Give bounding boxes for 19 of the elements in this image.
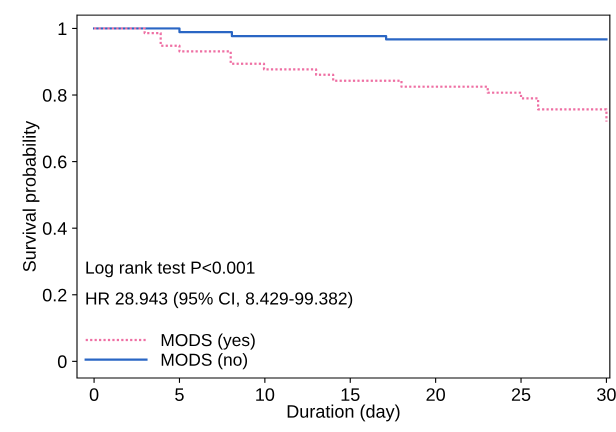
x-tick-label: 20 xyxy=(426,388,445,401)
annotation: Log rank test P<0.001 xyxy=(86,261,254,278)
y-tick-label: 0.4 xyxy=(42,222,67,235)
y-tick-label: 0.8 xyxy=(42,88,66,102)
y-axis-title: Survival probability xyxy=(22,120,40,272)
legend-label: MODS (yes) xyxy=(162,333,255,350)
x-tick-label: 30 xyxy=(597,388,616,401)
y-tick-label: 0 xyxy=(58,355,67,368)
annotation: HR 28.943 (95% CI, 8.429-99.382) xyxy=(86,292,352,308)
x-tick-label: 0 xyxy=(90,388,98,401)
y-tick-label: 0.2 xyxy=(42,288,66,302)
x-axis-title: Duration (day) xyxy=(288,404,400,422)
y-tick-label: 0.6 xyxy=(42,156,66,168)
legend-label: MODS (no) xyxy=(162,353,248,370)
y-tick-label: 1 xyxy=(58,22,66,35)
x-tick-label: 5 xyxy=(175,388,184,401)
x-tick-label: 10 xyxy=(256,388,274,401)
x-tick-label: 25 xyxy=(512,388,530,401)
x-tick-label: 15 xyxy=(342,388,360,401)
